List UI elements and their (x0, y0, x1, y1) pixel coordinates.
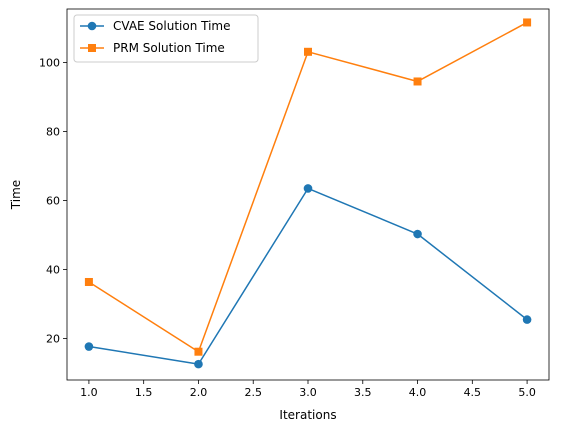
plot-background (67, 9, 549, 380)
series-layer (84, 18, 532, 369)
x-axis: 1.0 1.5 2.0 2.5 3.0 3.5 4.0 4.5 5.0 (80, 380, 536, 399)
x-tick-label: 3.5 (354, 386, 372, 399)
data-point-prm (304, 47, 312, 56)
y-tick-label: 100 (39, 56, 60, 69)
legend-marker-prm (88, 44, 96, 52)
data-point-prm (413, 77, 422, 86)
y-tick-label: 20 (46, 333, 60, 346)
data-point-cvae (522, 315, 532, 324)
axes-border (66, 8, 550, 381)
y-tick-label: 80 (46, 126, 60, 139)
x-tick-label: 4.0 (409, 386, 427, 399)
data-point-cvae (303, 184, 313, 193)
legend-label-prm: PRM Solution Time (113, 41, 225, 55)
y-tick-label: 60 (46, 195, 60, 208)
data-point-prm (84, 277, 93, 286)
plot-area (67, 9, 549, 380)
y-axis-label: Time (9, 180, 23, 210)
data-point-cvae (84, 342, 94, 351)
legend-entry-prm: PRM Solution Time (80, 41, 225, 55)
data-point-cvae (413, 229, 422, 239)
x-tick-label: 2.5 (244, 386, 262, 399)
x-tick-label: 4.5 (464, 386, 482, 399)
legend-box (73, 14, 259, 63)
x-tick-label: 5.0 (518, 386, 536, 399)
legend-label-cvae: CVAE Solution Time (113, 19, 231, 33)
legend: CVAE Solution Time PRM Solution Time (73, 14, 259, 63)
y-axis: 20 40 60 80 100 (39, 56, 67, 346)
y-tick-label: 40 (46, 264, 60, 277)
data-point-prm (523, 18, 532, 27)
data-point-prm (194, 347, 203, 356)
legend-entry-cvae: CVAE Solution Time (80, 19, 231, 33)
axes-frame (66, 8, 550, 381)
legend-marker-cvae (87, 21, 97, 31)
x-tick-label: 2.0 (190, 386, 208, 399)
x-tick-label: 1.0 (80, 386, 98, 399)
x-tick-label: 3.0 (299, 386, 317, 399)
data-point-cvae (194, 359, 203, 369)
x-axis-label: Iterations (279, 408, 336, 422)
x-tick-label: 1.5 (135, 386, 153, 399)
